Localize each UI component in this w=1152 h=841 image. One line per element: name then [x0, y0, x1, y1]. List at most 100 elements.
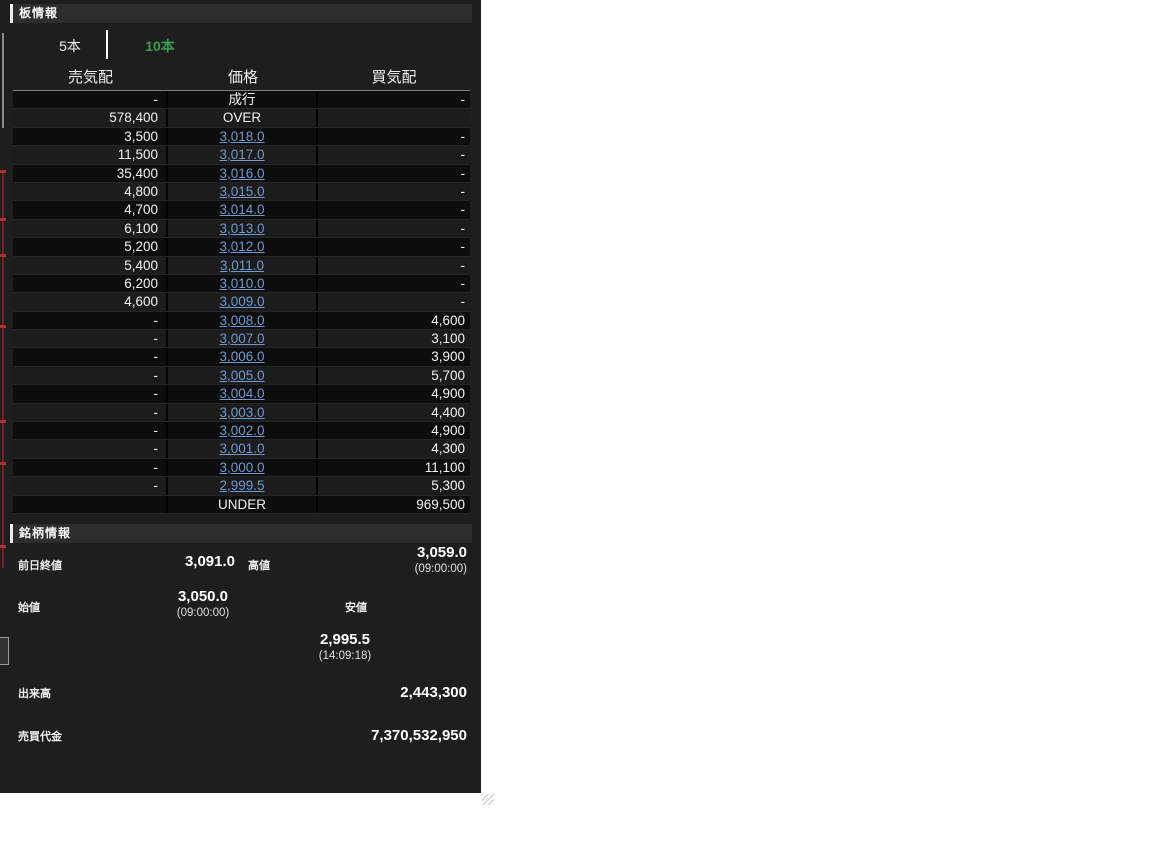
buy-qty: 11,100	[424, 459, 465, 475]
price-link[interactable]: 3,018.0	[219, 128, 265, 144]
buy-qty: -	[460, 294, 466, 310]
tab-10-rows[interactable]: 10本	[145, 38, 175, 54]
high-label: 高値	[248, 560, 270, 572]
price-cell: 3,001.0	[168, 440, 318, 458]
column-header-buy: 買気配	[371, 69, 417, 86]
price-cell: 3,011.0	[168, 256, 318, 274]
order-book-row: - 3,008.0 4,600	[13, 311, 470, 331]
order-book-row: - 3,005.0 5,700	[13, 366, 470, 386]
price-link[interactable]: 3,005.0	[219, 367, 265, 383]
sell-qty: 35,400	[13, 164, 168, 182]
high-time: (09:00:00)	[414, 563, 467, 575]
tab-5-rows[interactable]: 5本	[59, 38, 81, 54]
resize-grip-icon[interactable]	[482, 794, 494, 805]
price-link[interactable]: 3,017.0	[219, 147, 265, 163]
price-link[interactable]: 3,009.0	[219, 294, 265, 310]
order-book-row: - 3,000.0 11,100	[13, 458, 470, 478]
price-link[interactable]: 2,999.5	[219, 478, 265, 494]
order-book-row-over: 578,400 OVER	[13, 109, 470, 128]
price-link[interactable]: 3,002.0	[219, 423, 265, 439]
buy-qty: -	[460, 183, 466, 199]
buy-qty: -	[460, 239, 466, 255]
price-cell: 3,002.0	[168, 422, 318, 440]
chart-tick-fragment	[0, 325, 6, 328]
order-book-row: 5,400 3,011.0 -	[13, 256, 470, 275]
buy-qty: 4,400	[431, 404, 465, 420]
low-value: 2,995.5	[319, 631, 371, 648]
price-label: OVER	[222, 110, 262, 126]
chart-tick-fragment	[0, 254, 6, 257]
price-cell: 3,009.0	[168, 293, 318, 311]
buy-qty: 4,900	[431, 423, 465, 439]
sell-qty: 5,400	[13, 256, 168, 274]
order-book-row-market: - 成行 -	[13, 91, 470, 110]
sell-qty: -	[13, 403, 168, 422]
panel-border-fragment	[2, 33, 4, 128]
price-link[interactable]: 3,016.0	[219, 165, 265, 181]
scrollbar-fragment	[0, 637, 9, 665]
price-link[interactable]: 3,012.0	[219, 239, 265, 255]
order-book-row: 6,100 3,013.0 -	[13, 219, 470, 239]
price-cell: 2,999.5	[168, 477, 318, 495]
chart-tick-fragment	[0, 218, 6, 221]
price-link[interactable]: 3,008.0	[219, 312, 265, 328]
buy-qty: 5,700	[431, 367, 465, 383]
price-link[interactable]: 3,013.0	[219, 220, 265, 236]
price-link[interactable]: 3,014.0	[219, 202, 265, 218]
order-book-row: - 3,007.0 3,100	[13, 330, 470, 349]
open-time: (09:00:00)	[176, 607, 230, 619]
sell-qty: 4,800	[13, 182, 168, 201]
price-link[interactable]: 3,006.0	[219, 349, 265, 365]
order-book-header: 売気配 価格 買気配	[13, 66, 470, 90]
price-cell: 3,006.0	[168, 348, 318, 366]
buy-qty: -	[460, 147, 466, 163]
tab-separator	[106, 30, 108, 59]
volume-value: 2,443,300	[400, 684, 467, 701]
sell-qty: 4,600	[13, 293, 168, 311]
buy-qty: -	[460, 220, 466, 236]
sell-qty: 4,700	[13, 201, 168, 219]
buy-qty: 3,100	[431, 331, 465, 347]
price-link[interactable]: 3,007.0	[219, 331, 265, 347]
sell-qty: -	[13, 385, 168, 403]
price-cell: 3,004.0	[168, 385, 318, 403]
price-link[interactable]: 3,003.0	[219, 404, 265, 420]
order-book-row: 35,400 3,016.0 -	[13, 164, 470, 183]
order-book-row: 6,200 3,010.0 -	[13, 274, 470, 294]
price-link[interactable]: 3,015.0	[219, 183, 265, 199]
order-book-table: - 成行 - 578,400 OVER 3,500 3,018.0 - 11,5…	[13, 90, 470, 514]
open-value: 3,050.0	[177, 588, 229, 605]
buy-qty: 4,600	[431, 312, 465, 328]
price-label: 成行	[228, 92, 256, 107]
buy-qty: 4,900	[431, 386, 465, 402]
stock-info-section-title: 銘柄情報	[19, 526, 72, 540]
price-cell: 3,008.0	[168, 311, 318, 330]
price-link[interactable]: 3,001.0	[219, 441, 265, 457]
price-cell: 3,012.0	[168, 238, 318, 256]
board-section-title: 板情報	[19, 6, 59, 20]
order-book-row: - 3,002.0 4,900	[13, 422, 470, 441]
order-book-row-under: UNDER 969,500	[13, 495, 470, 514]
buy-qty: 4,300	[431, 441, 465, 457]
chart-tick-fragment	[0, 420, 6, 423]
price-link[interactable]: 3,010.0	[219, 275, 265, 291]
price-cell: OVER	[168, 109, 318, 127]
order-book-row: - 2,999.5 5,300	[13, 477, 470, 496]
chart-tick-fragment	[0, 545, 6, 548]
price-cell: 3,015.0	[168, 182, 318, 201]
high-value: 3,059.0	[416, 544, 467, 561]
order-book-row: 5,200 3,012.0 -	[13, 238, 470, 257]
sell-qty: -	[13, 91, 168, 109]
volume-label: 出来高	[18, 688, 51, 700]
open-label: 始値	[18, 602, 40, 614]
price-link[interactable]: 3,004.0	[219, 386, 265, 402]
price-link[interactable]: 3,011.0	[219, 257, 265, 273]
turnover-label: 売買代金	[18, 731, 62, 743]
order-book-row: - 3,003.0 4,400	[13, 403, 470, 423]
price-cell: 成行	[168, 91, 318, 109]
price-cell: 3,013.0	[168, 219, 318, 238]
price-link[interactable]: 3,000.0	[219, 459, 265, 475]
sell-qty: -	[13, 348, 168, 366]
prev-close-label: 前日終値	[18, 560, 62, 572]
price-cell: 3,005.0	[168, 366, 318, 385]
